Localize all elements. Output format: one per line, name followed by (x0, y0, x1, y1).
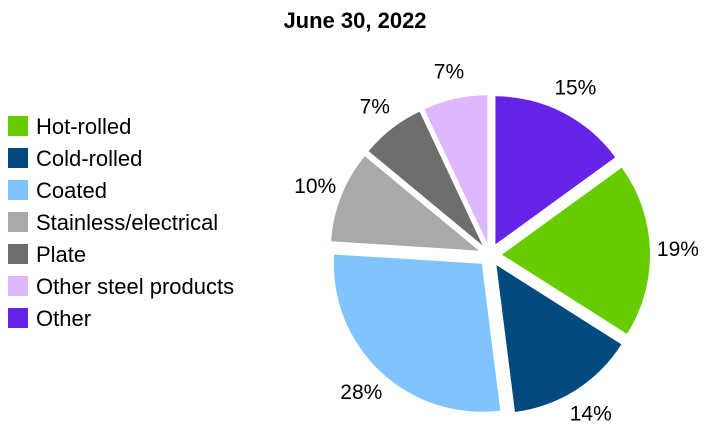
pie-label-stainless-electrical: 10% (294, 175, 336, 198)
pie-labels: 19% 14% 28% 10% 7% 7% 15% (294, 61, 699, 426)
pie-label-other: 15% (554, 76, 596, 99)
pie-label-other-steel-products: 7% (434, 61, 464, 84)
legend-swatch-plate (8, 244, 28, 264)
legend-label-stainless-electrical: Stainless/electrical (36, 210, 218, 235)
pie-slice-plate (368, 111, 483, 246)
pie-slice-stainless-electrical (331, 156, 479, 251)
chart-title: June 30, 2022 (283, 8, 426, 33)
legend-swatch-hot-rolled (8, 116, 28, 136)
legend-swatch-coated (8, 180, 28, 200)
pie-label-coated: 28% (340, 381, 382, 404)
legend-swatch-other (8, 308, 28, 328)
legend: Hot-rolled Cold-rolled Coated Stainless/ele… (8, 114, 234, 331)
legend-swatch-cold-rolled (8, 148, 28, 168)
legend-label-plate: Plate (36, 242, 86, 267)
pie-slice-other-steel-products (424, 95, 488, 244)
legend-swatch-stainless-electrical (8, 212, 28, 232)
pie-slice-coated (333, 254, 501, 412)
legend-swatch-other-steel-products (8, 276, 28, 296)
legend-label-cold-rolled: Cold-rolled (36, 146, 142, 171)
legend-label-hot-rolled: Hot-rolled (36, 114, 131, 139)
legend-label-coated: Coated (36, 178, 107, 203)
pie-slice-hot-rolled (501, 167, 650, 334)
pie-label-cold-rolled: 14% (570, 403, 612, 426)
legend-label-other: Other (36, 306, 91, 331)
pie-label-hot-rolled: 19% (657, 238, 699, 261)
pie-label-plate: 7% (360, 95, 390, 118)
pie-slice-other (495, 96, 616, 245)
legend-label-other-steel-products: Other steel products (36, 274, 234, 299)
pie-slice-cold-rolled (496, 265, 622, 412)
pie-slices (331, 95, 650, 412)
